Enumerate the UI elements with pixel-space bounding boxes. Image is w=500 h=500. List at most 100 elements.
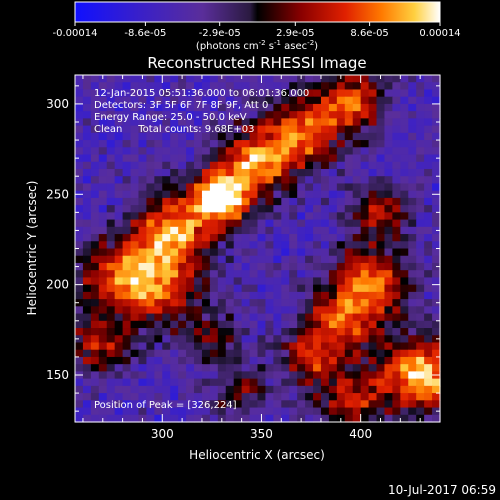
heatmap-cell: [313, 393, 322, 401]
heatmap-cell: [186, 168, 195, 177]
heatmap-cell: [106, 335, 116, 344]
heatmap-cell: [424, 168, 433, 177]
heatmap-cell: [241, 407, 251, 416]
heatmap-cell: [368, 89, 378, 98]
heatmap-cell: [313, 407, 322, 416]
heatmap-cell: [297, 378, 306, 387]
heatmap-cell: [352, 103, 362, 112]
heatmap-cell: [297, 176, 306, 185]
heatmap-cell: [225, 154, 235, 163]
heatmap-cell: [408, 371, 417, 380]
heatmap-cell: [217, 385, 227, 394]
heatmap-cell: [106, 103, 116, 112]
heatmap-cell: [320, 262, 330, 271]
heatmap-cell: [265, 291, 274, 300]
heatmap-cell: [170, 132, 179, 141]
heatmap-cell: [217, 270, 227, 279]
heatmap-cell: [360, 378, 370, 387]
heatmap-cell: [217, 378, 227, 387]
heatmap-cell: [273, 414, 282, 423]
heatmap-cell: [408, 349, 417, 358]
heatmap-cell: [209, 168, 219, 177]
heatmap-cell: [297, 393, 306, 401]
heatmap-cell: [281, 291, 290, 300]
heatmap-cell: [384, 248, 393, 257]
heatmap-cell: [154, 364, 163, 372]
heatmap-cell: [384, 176, 393, 185]
heatmap-cell: [289, 356, 298, 365]
heatmap-cell: [138, 393, 148, 401]
heatmap-cell: [265, 132, 274, 141]
heatmap-cell: [344, 328, 354, 336]
heatmap-cell: [249, 205, 259, 213]
heatmap-cell: [336, 205, 346, 213]
heatmap-cell: [170, 205, 179, 213]
heatmap-cell: [368, 306, 378, 315]
heatmap-cell: [305, 277, 314, 286]
heatmap-cell: [201, 349, 211, 358]
heatmap-cell: [130, 291, 140, 300]
heatmap-cell: [305, 313, 314, 322]
heatmap-cell: [122, 197, 132, 206]
heatmap-cell: [273, 255, 282, 264]
heatmap-cell: [82, 378, 92, 387]
heatmap-cell: [328, 320, 338, 329]
heatmap-cell: [194, 371, 203, 380]
heatmap-cell: [360, 197, 370, 206]
heatmap-cell: [98, 96, 108, 105]
heatmap-cell: [186, 313, 195, 322]
heatmap-cell: [281, 262, 290, 271]
heatmap-cell: [328, 89, 338, 98]
heatmap-cell: [122, 385, 132, 394]
heatmap-cell: [241, 197, 251, 206]
heatmap-cell: [416, 183, 425, 192]
heatmap-cell: [289, 299, 298, 307]
heatmap-cell: [392, 190, 401, 199]
heatmap-cell: [432, 378, 441, 387]
heatmap-cell: [384, 335, 393, 344]
heatmap-cell: [352, 82, 362, 91]
heatmap-cell: [305, 371, 314, 380]
heatmap-cell: [154, 96, 163, 105]
heatmap-cell: [225, 75, 235, 83]
heatmap-cell: [178, 96, 187, 105]
heatmap-cell: [209, 414, 219, 423]
heatmap-cell: [273, 356, 282, 365]
heatmap-cell: [313, 212, 322, 221]
heatmap-cell: [408, 313, 417, 322]
heatmap-cell: [114, 248, 124, 257]
heatmap-cell: [249, 89, 259, 98]
heatmap-cell: [257, 118, 267, 127]
heatmap-cell: [368, 270, 378, 279]
heatmap-cell: [305, 190, 314, 199]
heatmap-cell: [344, 371, 354, 380]
heatmap-cell: [289, 349, 298, 358]
heatmap-cell: [376, 356, 386, 365]
heatmap-cell: [368, 226, 378, 235]
heatmap-cell: [130, 176, 140, 185]
heatmap-cell: [154, 328, 163, 336]
heatmap-cell: [257, 407, 267, 416]
heatmap-cell: [90, 407, 100, 416]
heatmap-cell: [138, 161, 148, 170]
heatmap-cell: [90, 291, 100, 300]
heatmap-cell: [130, 313, 140, 322]
heatmap-cell: [170, 103, 179, 112]
heatmap-cell: [400, 407, 409, 416]
heatmap-cell: [376, 241, 386, 250]
heatmap-cell: [241, 306, 251, 315]
heatmap-cell: [408, 176, 417, 185]
heatmap-cell: [360, 371, 370, 380]
heatmap-cell: [217, 176, 227, 185]
heatmap-cell: [265, 356, 274, 365]
heatmap-cell: [289, 154, 298, 163]
heatmap-cell: [162, 226, 171, 235]
heatmap-cell: [241, 385, 251, 394]
heatmap-cell: [289, 161, 298, 170]
heatmap-cell: [217, 262, 227, 271]
heatmap-cell: [217, 342, 227, 351]
heatmap-cell: [225, 284, 235, 293]
heatmap-cell: [305, 219, 314, 228]
heatmap-cell: [297, 349, 306, 358]
heatmap-cell: [408, 190, 417, 199]
